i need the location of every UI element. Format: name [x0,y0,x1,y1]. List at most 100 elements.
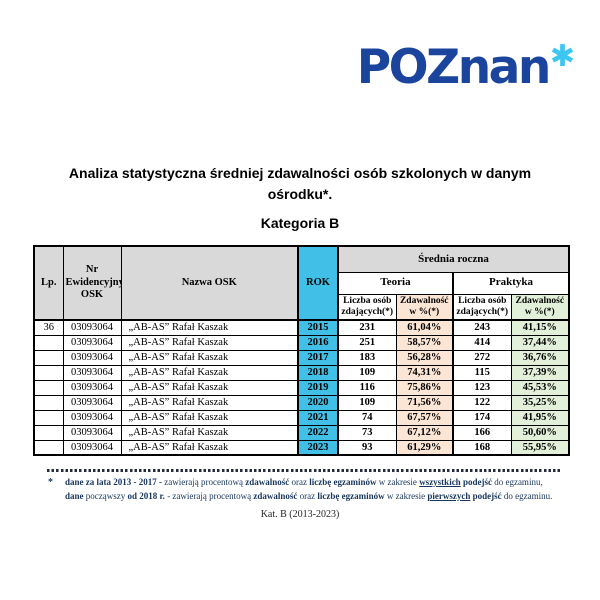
cell-praktyka-zdawalnosc: 36,76% [510,349,570,366]
cell-nr: 03093064 [62,319,122,336]
header-lp: Lp. [33,245,64,321]
category-title: Kategoria B [260,215,340,231]
cell-praktyka-zdawalnosc: 35,25% [510,394,570,411]
table-row: 36 03093064 „AB-AS” Rafał Kaszak 2015 23… [33,319,570,336]
cell-teoria-liczba: 109 [337,394,397,411]
cell-rok: 2020 [297,394,339,411]
page-title: Analiza statystyczna średniej zdawalnośc… [68,165,532,202]
cell-lp [33,424,64,441]
table-row: 03093064 „AB-AS” Rafał Kaszak 2018 109 7… [33,364,570,381]
cell-teoria-zdawalnosc: 58,57% [395,334,454,351]
cell-nr: 03093064 [62,379,122,396]
cell-lp: 36 [33,319,64,336]
cell-teoria-liczba: 183 [337,349,397,366]
header-liczba-teoria: Liczba osób zdających(*) [337,293,397,321]
cell-rok: 2016 [297,334,339,351]
footnote: * dane za lata 2013 - 2017 - zawierają p… [46,476,564,503]
cell-praktyka-liczba: 243 [452,319,512,336]
cell-nr: 03093064 [62,349,122,366]
footer-caption: Kat. B (2013-2023) [260,509,340,520]
cell-lp [33,394,64,411]
cell-nazwa: „AB-AS” Rafał Kaszak [120,334,299,351]
header-nr-ewidencyjny: Nr Ewidencyjny OSK [62,245,122,321]
cell-praktyka-liczba: 115 [452,364,512,381]
cell-teoria-liczba: 74 [337,409,397,426]
footnote-segment: oraz [297,490,318,501]
footnote-segment: dane [65,490,84,501]
cell-praktyka-zdawalnosc: 37,44% [510,334,570,351]
cell-praktyka-liczba: 414 [452,334,512,351]
cell-teoria-liczba: 73 [337,424,397,441]
cell-rok: 2021 [297,409,339,426]
footnote-text: dane za lata 2013 - 2017 - zawierają pro… [65,476,564,503]
footnote-segment: - zawierają procentową [164,490,254,501]
cell-rok: 2022 [297,424,339,441]
cell-nr: 03093064 [62,424,122,441]
cell-teoria-liczba: 109 [337,364,397,381]
cell-lp [33,409,64,426]
cell-praktyka-liczba: 174 [452,409,512,426]
footnote-asterisk: * [48,477,53,488]
footnote-segment: podejść [460,477,492,487]
cell-nazwa: „AB-AS” Rafał Kaszak [120,439,299,456]
footnote-segment: zdawalność [253,490,298,501]
footnote-segment: liczbę egzaminów [309,477,377,487]
table-row: 03093064 „AB-AS” Rafał Kaszak 2017 183 5… [33,349,570,366]
poznan-logo: POZnan✱ [357,38,575,98]
table-row: 03093064 „AB-AS” Rafał Kaszak 2021 74 67… [33,409,570,426]
header-nazwa-osk: Nazwa OSK [120,245,299,321]
header-srednia-roczna: Średnia roczna [336,245,570,273]
cell-nazwa: „AB-AS” Rafał Kaszak [120,424,299,441]
cell-rok: 2023 [297,439,339,456]
cell-teoria-zdawalnosc: 75,86% [395,379,454,396]
cell-rok: 2017 [297,349,339,366]
cell-nazwa: „AB-AS” Rafał Kaszak [120,409,299,426]
cell-teoria-zdawalnosc: 74,31% [395,364,454,381]
cell-lp [33,334,64,351]
header-rok: ROK [297,245,339,321]
footnote-line-1: dane za lata 2013 - 2017 - zawierają pro… [65,476,564,490]
cell-nazwa: „AB-AS” Rafał Kaszak [120,364,299,381]
results-table: Lp. Nr Ewidencyjny OSK Nazwa OSK ROK Śre… [33,245,571,456]
footnote-segment: oraz [289,477,310,487]
cell-praktyka-liczba: 168 [452,439,512,456]
cell-praktyka-zdawalnosc: 50,60% [510,424,570,441]
footnote-segment: pierwszych [427,490,471,501]
cell-teoria-liczba: 116 [337,379,397,396]
footnote-segment: liczbę egzaminów [317,490,385,501]
cell-praktyka-zdawalnosc: 45,53% [510,379,570,396]
cell-lp [33,439,64,456]
footnote-segment: wszystkich [419,477,461,487]
cell-lp [33,364,64,381]
cell-rok: 2019 [297,379,339,396]
header-zdawalnosc-praktyka: Zdawalność w %(*) [510,293,570,321]
cell-nazwa: „AB-AS” Rafał Kaszak [120,379,299,396]
cell-praktyka-liczba: 272 [452,349,512,366]
cell-praktyka-liczba: 166 [452,424,512,441]
footnote-segment: do egzaminu. [501,490,553,501]
table-row: 03093064 „AB-AS” Rafał Kaszak 2016 251 5… [33,334,570,351]
cell-rok: 2018 [297,364,339,381]
cell-nazwa: „AB-AS” Rafał Kaszak [120,394,299,411]
dashed-separator [47,469,561,472]
footnote-line-2: dane począwszy od 2018 r. - zawierają pr… [65,490,564,504]
cell-nr: 03093064 [62,364,122,381]
footnote-segment: począwszy [83,490,128,501]
cell-teoria-zdawalnosc: 56,28% [395,349,454,366]
footnote-segment: zdawalność [245,477,290,487]
cell-nazwa: „AB-AS” Rafał Kaszak [120,349,299,366]
footnote-segment: dane za lata 2013 - 2017 - [65,477,165,487]
cell-teoria-liczba: 251 [337,334,397,351]
table-row: 03093064 „AB-AS” Rafał Kaszak 2023 93 61… [33,439,570,456]
cell-rok: 2015 [297,319,339,336]
header-teoria: Teoria [337,271,454,295]
cell-praktyka-liczba: 122 [452,394,512,411]
cell-teoria-zdawalnosc: 71,56% [395,394,454,411]
cell-praktyka-zdawalnosc: 37,39% [510,364,570,381]
cell-lp [33,349,64,366]
cell-teoria-liczba: 93 [337,439,397,456]
footnote-segment: w zakresie [376,477,420,487]
cell-nazwa: „AB-AS” Rafał Kaszak [120,319,299,336]
cell-nr: 03093064 [62,334,122,351]
